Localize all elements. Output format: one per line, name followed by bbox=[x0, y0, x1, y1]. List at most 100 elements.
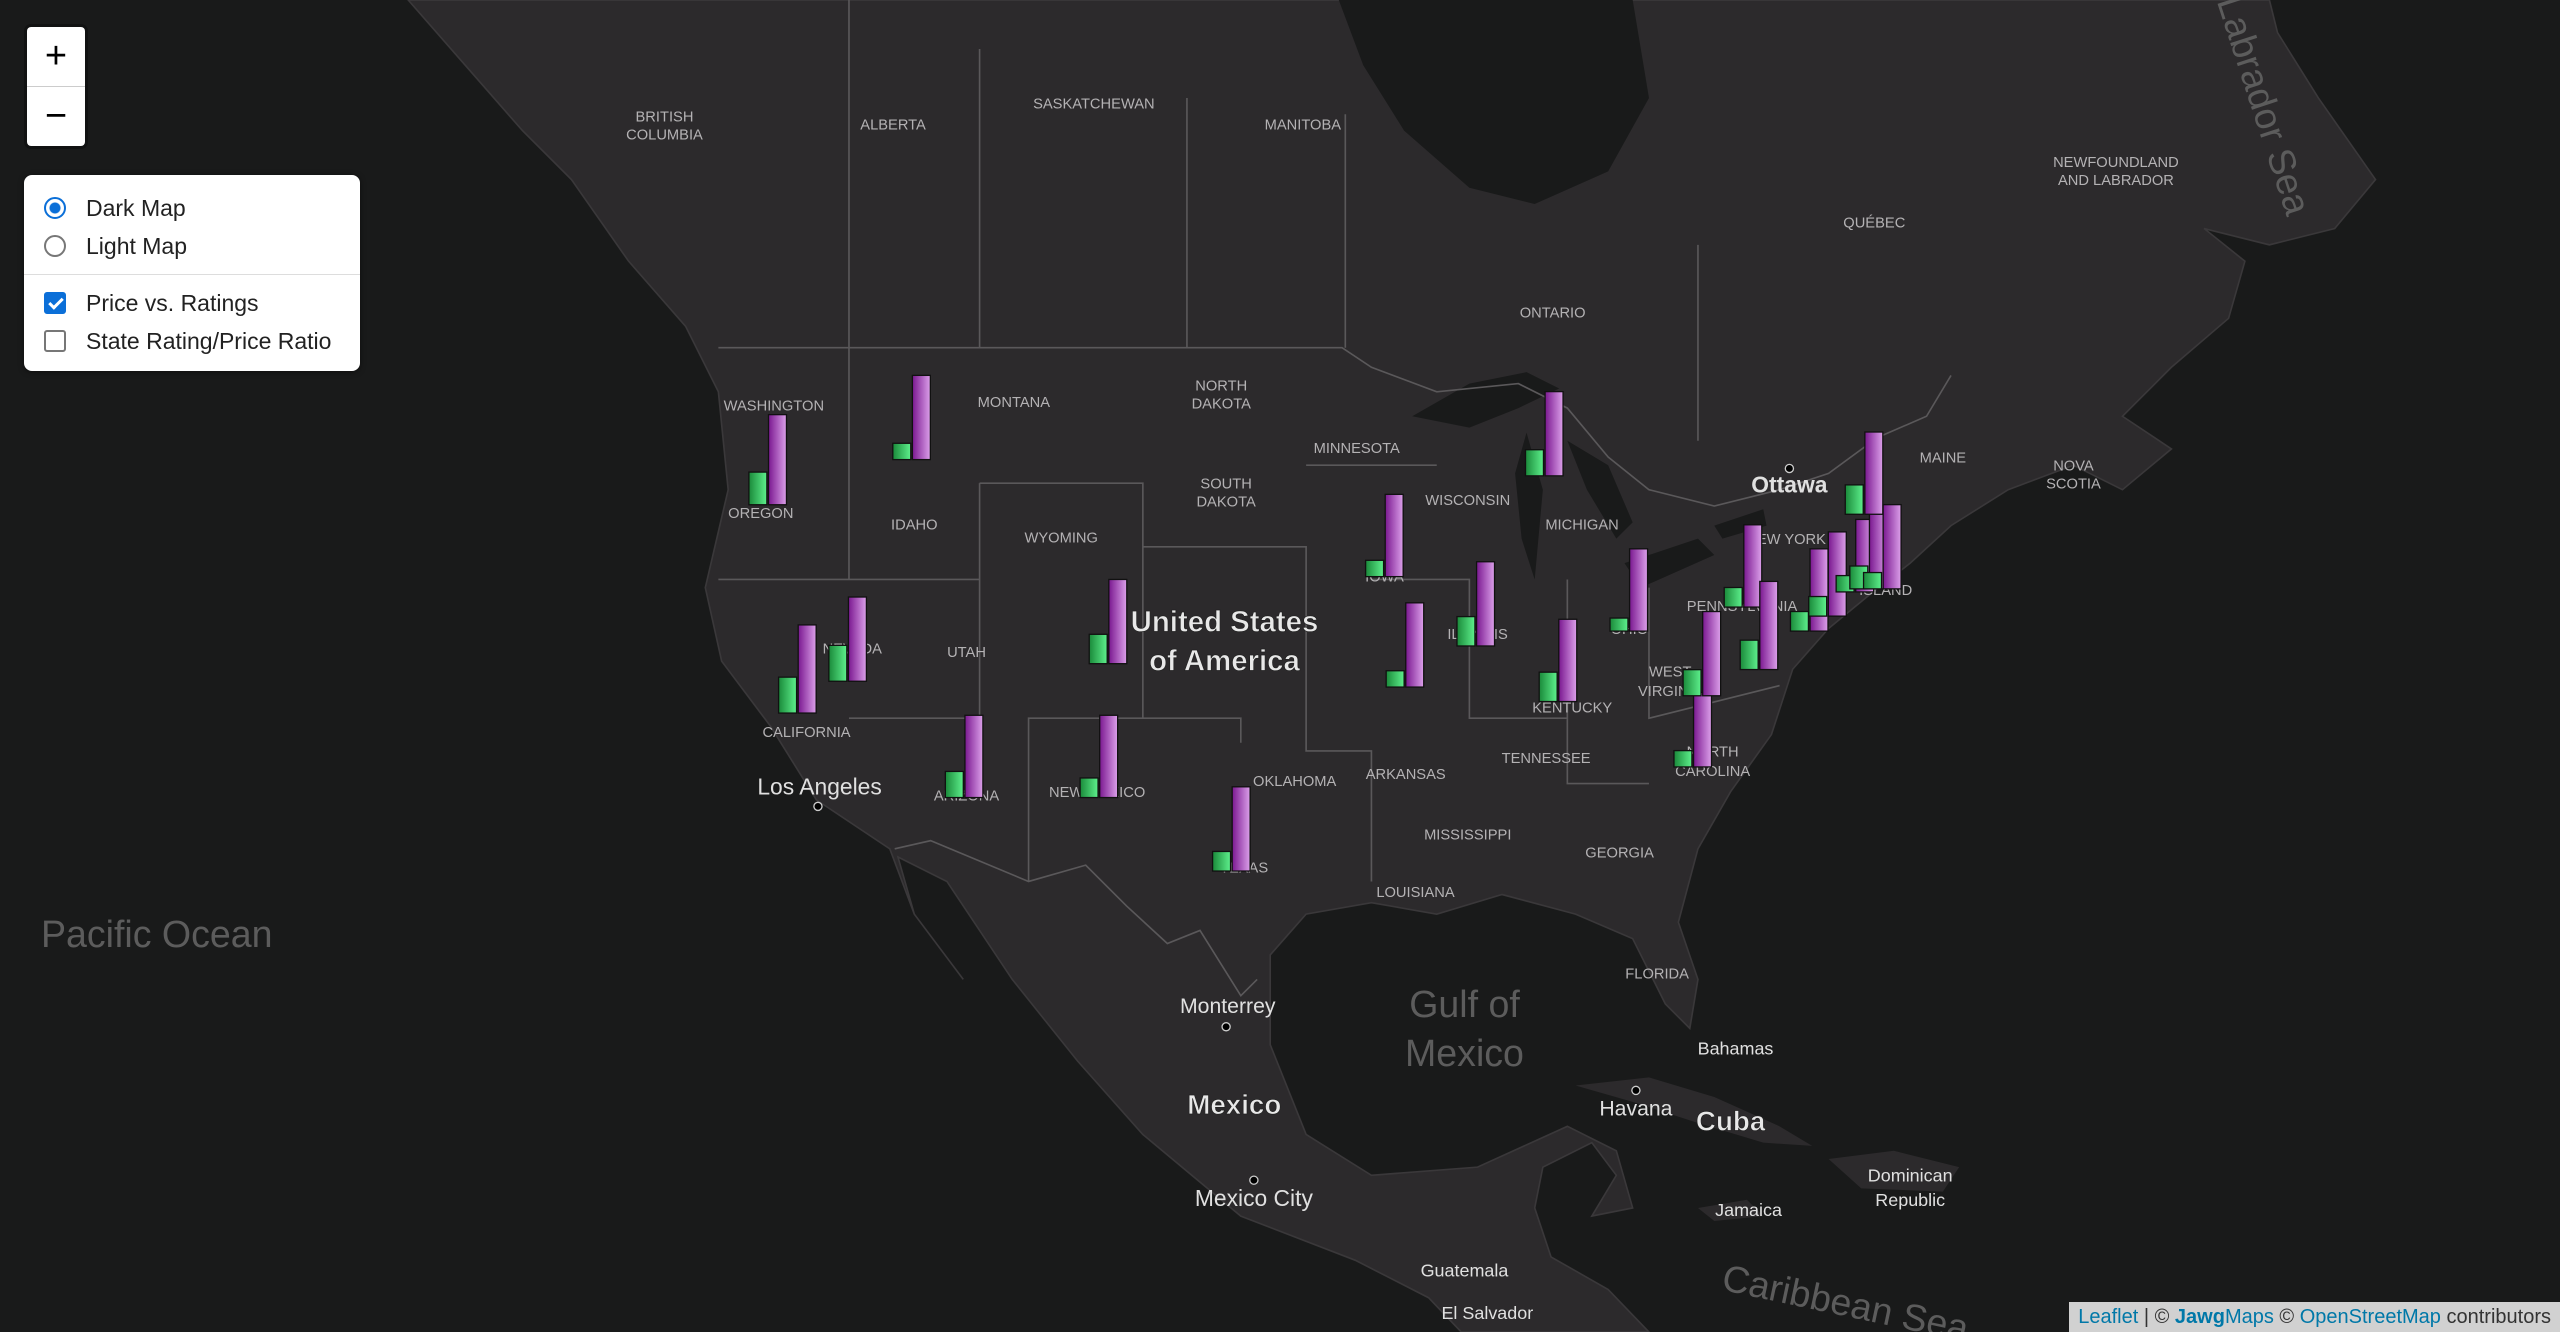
rating-bar bbox=[911, 374, 932, 461]
region-label: CAROLINA bbox=[1675, 764, 1750, 780]
water-label: Pacific Ocean bbox=[41, 913, 273, 955]
country-label: Cuba bbox=[1696, 1105, 1766, 1136]
region-label: NORTH bbox=[1195, 379, 1247, 395]
marker bbox=[1385, 602, 1425, 688]
overlay-label: State Rating/Price Ratio bbox=[86, 327, 332, 354]
price-bar bbox=[828, 644, 848, 682]
great-lakes bbox=[1412, 372, 1767, 588]
price-bar bbox=[748, 471, 768, 506]
attribution-text: Jawg bbox=[2174, 1306, 2225, 1328]
region-label: MICHIGAN bbox=[1545, 517, 1618, 533]
radio-button[interactable] bbox=[44, 197, 66, 219]
rating-bar bbox=[1108, 578, 1128, 665]
region-label: LOUISIANA bbox=[1376, 885, 1455, 901]
marker bbox=[1456, 561, 1496, 647]
price-bar bbox=[777, 676, 798, 714]
overlay-option[interactable]: Price vs. Ratings bbox=[24, 284, 360, 322]
rating-bar bbox=[1759, 580, 1779, 671]
region-label: BRITISH bbox=[636, 109, 694, 125]
rating-bar bbox=[1702, 610, 1722, 697]
city-label: Dominican bbox=[1868, 1166, 1953, 1186]
marker bbox=[1739, 580, 1779, 671]
rating-bar bbox=[1743, 524, 1763, 608]
separator bbox=[24, 274, 360, 275]
country-label: of America bbox=[1149, 645, 1300, 678]
city-label: Guatemala bbox=[1421, 1260, 1509, 1280]
zoom-out-button[interactable]: − bbox=[27, 86, 85, 146]
marker bbox=[944, 714, 984, 799]
attribution: Leaflet | © JawgMaps © OpenStreetMap con… bbox=[2069, 1302, 2560, 1332]
base-layer-option[interactable]: Light Map bbox=[24, 227, 360, 265]
region-label: ALBERTA bbox=[860, 118, 926, 134]
city-label: Republic bbox=[1875, 1190, 1945, 1210]
region-label: UTAH bbox=[947, 645, 986, 661]
layer-control: Dark Map Light Map Price vs. Ratings State … bbox=[24, 175, 360, 371]
region-label: WYOMING bbox=[1025, 531, 1098, 547]
price-bar bbox=[1079, 777, 1099, 799]
region-label: OREGON bbox=[728, 506, 793, 522]
marker bbox=[1723, 524, 1763, 608]
city-label: Havana bbox=[1599, 1098, 1672, 1121]
marker bbox=[1808, 531, 1847, 617]
price-bar bbox=[1682, 668, 1702, 697]
price-bar bbox=[1088, 633, 1108, 665]
price-bar bbox=[1862, 571, 1883, 590]
attribution-link[interactable]: Leaflet bbox=[2078, 1306, 2139, 1328]
region-label: IDAHO bbox=[891, 517, 938, 533]
labels: BRITISH COLUMBIA ALBERTA SASKATCHEWAN MANITO… bbox=[41, 0, 2319, 1332]
marker bbox=[1364, 493, 1404, 578]
base-layer-option[interactable]: Dark Map bbox=[24, 189, 360, 227]
marker bbox=[1844, 431, 1884, 515]
hudson-bay bbox=[1338, 0, 1649, 205]
price-bar bbox=[1739, 639, 1759, 671]
region-label: MAINE bbox=[1920, 451, 1967, 467]
land bbox=[407, 0, 2377, 1332]
region-label: FLORIDA bbox=[1625, 966, 1689, 982]
rating-bar bbox=[1809, 548, 1829, 632]
region-label: MANITOBA bbox=[1265, 118, 1342, 134]
marker bbox=[777, 624, 817, 714]
price-bar bbox=[1808, 595, 1828, 617]
attribution-text: Maps bbox=[2224, 1306, 2274, 1328]
attribution-link[interactable]: OpenStreetMap bbox=[2299, 1306, 2441, 1328]
city-label: Monterrey bbox=[1180, 995, 1276, 1018]
price-bar bbox=[1211, 850, 1232, 872]
base-layer-label: Dark Map bbox=[86, 194, 186, 221]
region-label: SASKATCHEWAN bbox=[1033, 96, 1155, 112]
rating-bar bbox=[1692, 691, 1713, 768]
city-dot bbox=[813, 801, 823, 812]
zoom-control: + − bbox=[24, 24, 88, 149]
country-label: Mexico bbox=[1187, 1089, 1281, 1120]
overlay-option[interactable]: State Rating/Price Ratio bbox=[24, 322, 360, 360]
price-bar bbox=[1673, 749, 1693, 768]
marker bbox=[1079, 714, 1119, 799]
region-label: ARKANSAS bbox=[1366, 767, 1446, 783]
marker bbox=[1682, 610, 1722, 697]
region-label: WASHINGTON bbox=[724, 398, 824, 414]
region-label: NEWFOUNDLAND bbox=[2053, 155, 2179, 171]
region-label: SOUTH bbox=[1200, 477, 1251, 493]
region-label: AND LABRADOR bbox=[2058, 173, 2174, 189]
price-bar bbox=[1844, 484, 1864, 515]
city-label: Los Angeles bbox=[757, 773, 881, 799]
price-bar bbox=[892, 442, 912, 461]
price-bar bbox=[1538, 671, 1558, 703]
overlay-label: Price vs. Ratings bbox=[86, 289, 259, 316]
rating-bar bbox=[1231, 786, 1251, 872]
region-label: ONTARIO bbox=[1520, 305, 1586, 321]
price-bar bbox=[1385, 670, 1405, 688]
checkbox[interactable] bbox=[44, 330, 66, 352]
rating-bar bbox=[767, 413, 788, 506]
water-label: Mexico bbox=[1405, 1032, 1524, 1074]
region-label: COLUMBIA bbox=[626, 127, 703, 143]
radio-button[interactable] bbox=[44, 235, 66, 257]
price-bar bbox=[1723, 586, 1743, 608]
rating-bar bbox=[847, 596, 868, 682]
city-dot bbox=[1221, 1022, 1231, 1032]
attribution-link[interactable]: JawgMaps bbox=[2175, 1306, 2274, 1328]
attribution-text: © bbox=[2279, 1306, 2295, 1328]
region-label: QUÉBEC bbox=[1843, 215, 1905, 232]
checkbox[interactable] bbox=[44, 292, 66, 314]
region-label: MISSISSIPPI bbox=[1424, 828, 1511, 844]
zoom-in-button[interactable]: + bbox=[44, 35, 68, 77]
